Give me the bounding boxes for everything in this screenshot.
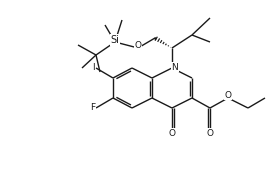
Text: F: F (91, 103, 96, 113)
Text: Si: Si (111, 35, 119, 45)
Text: O: O (135, 41, 142, 50)
Text: O: O (206, 128, 214, 138)
Text: N: N (172, 63, 178, 71)
Text: I: I (92, 64, 94, 73)
Text: O: O (168, 128, 175, 138)
Text: O: O (225, 91, 231, 100)
